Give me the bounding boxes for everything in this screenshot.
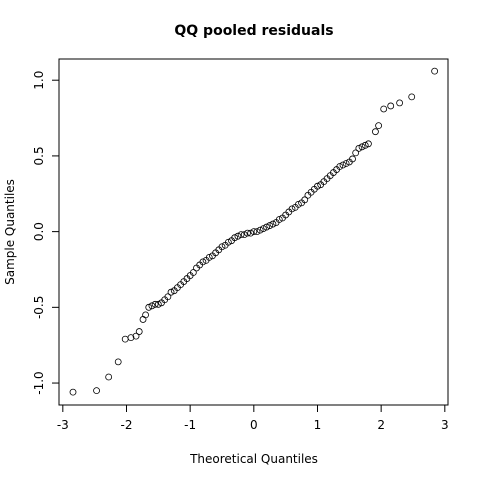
point — [240, 231, 248, 239]
point — [352, 149, 360, 157]
y-tick-label: 0.0 — [32, 222, 46, 241]
point — [205, 253, 213, 261]
point — [266, 222, 274, 229]
x-axis-label: Theoretical Quantiles — [189, 452, 318, 466]
point — [263, 223, 270, 231]
point — [358, 143, 366, 151]
point — [127, 334, 135, 342]
point — [148, 302, 156, 310]
y-tick-label: -1.0 — [32, 371, 46, 394]
x-tick-label: -1 — [184, 418, 196, 432]
point — [237, 231, 245, 239]
point — [114, 358, 122, 366]
point — [380, 105, 388, 113]
point — [244, 229, 251, 237]
point — [269, 220, 277, 228]
point — [189, 269, 197, 276]
point — [294, 200, 302, 208]
point — [154, 300, 162, 308]
point — [218, 243, 226, 251]
point — [336, 163, 344, 170]
x-tick-label: 1 — [314, 418, 322, 432]
point — [375, 122, 383, 130]
x-tick-label: 0 — [250, 418, 258, 432]
point — [408, 93, 416, 101]
x-tick-label: -3 — [57, 418, 69, 432]
point — [224, 238, 232, 246]
point — [93, 387, 100, 395]
point — [135, 328, 143, 335]
point — [342, 160, 350, 167]
point — [349, 155, 356, 163]
point — [164, 293, 172, 301]
point — [275, 216, 283, 223]
y-tick-label: -0.5 — [32, 296, 46, 319]
point — [142, 311, 149, 319]
point — [361, 141, 369, 149]
x-tick-label: 2 — [377, 418, 385, 432]
point — [339, 161, 347, 169]
point — [145, 303, 153, 311]
point — [105, 373, 113, 381]
point — [247, 229, 255, 237]
point — [234, 232, 242, 240]
point — [259, 225, 267, 232]
x-tick-label: -2 — [121, 418, 133, 432]
y-tick-label: 0.5 — [32, 146, 46, 165]
point — [132, 332, 140, 340]
y-axis-label: Sample Quantiles — [3, 179, 17, 285]
point — [250, 228, 258, 236]
x-tick-label: 3 — [441, 418, 449, 432]
point — [355, 144, 363, 152]
point — [314, 182, 321, 190]
point — [253, 228, 261, 236]
point — [372, 128, 379, 136]
point — [231, 234, 239, 242]
y-tick-label: 1.0 — [32, 71, 46, 90]
point — [301, 196, 309, 204]
chart-title: QQ pooled residuals — [174, 23, 333, 39]
point — [396, 99, 404, 107]
point — [365, 140, 372, 148]
point — [199, 258, 207, 266]
point — [431, 67, 439, 75]
point — [167, 288, 175, 296]
point — [256, 226, 264, 234]
point — [288, 205, 296, 213]
point — [151, 300, 159, 308]
point — [69, 388, 77, 396]
point — [387, 102, 395, 110]
